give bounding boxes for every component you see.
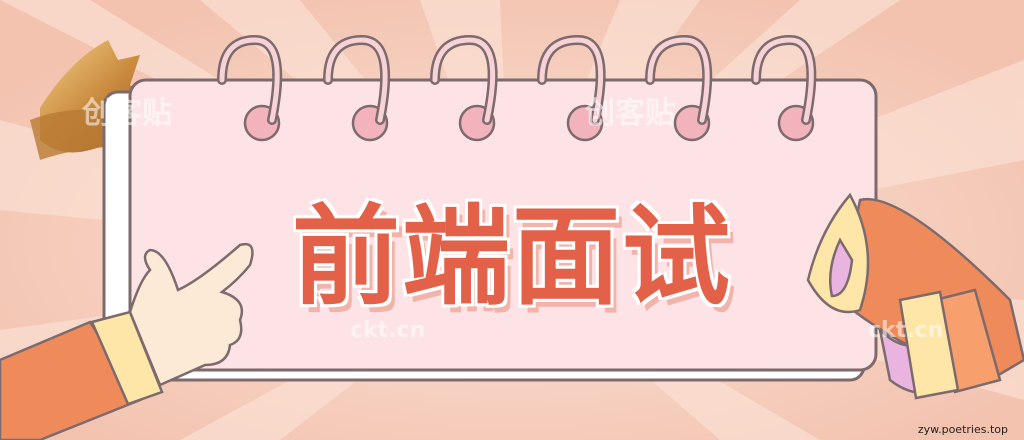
watermark-logo-left: 创客贴 xyxy=(82,96,172,131)
calendar-icon xyxy=(102,34,878,382)
watermark-logo-center: 创客贴 xyxy=(585,96,675,131)
watermark-site-right: ckt.cn xyxy=(868,318,944,343)
watermark-site-center: ckt.cn xyxy=(350,318,426,343)
megaphone-icon xyxy=(806,192,1024,400)
source-url: zyw.poetries.top xyxy=(917,423,1008,436)
banner-title: 前端面试 xyxy=(291,195,732,320)
pointing-hand-icon xyxy=(0,242,254,440)
